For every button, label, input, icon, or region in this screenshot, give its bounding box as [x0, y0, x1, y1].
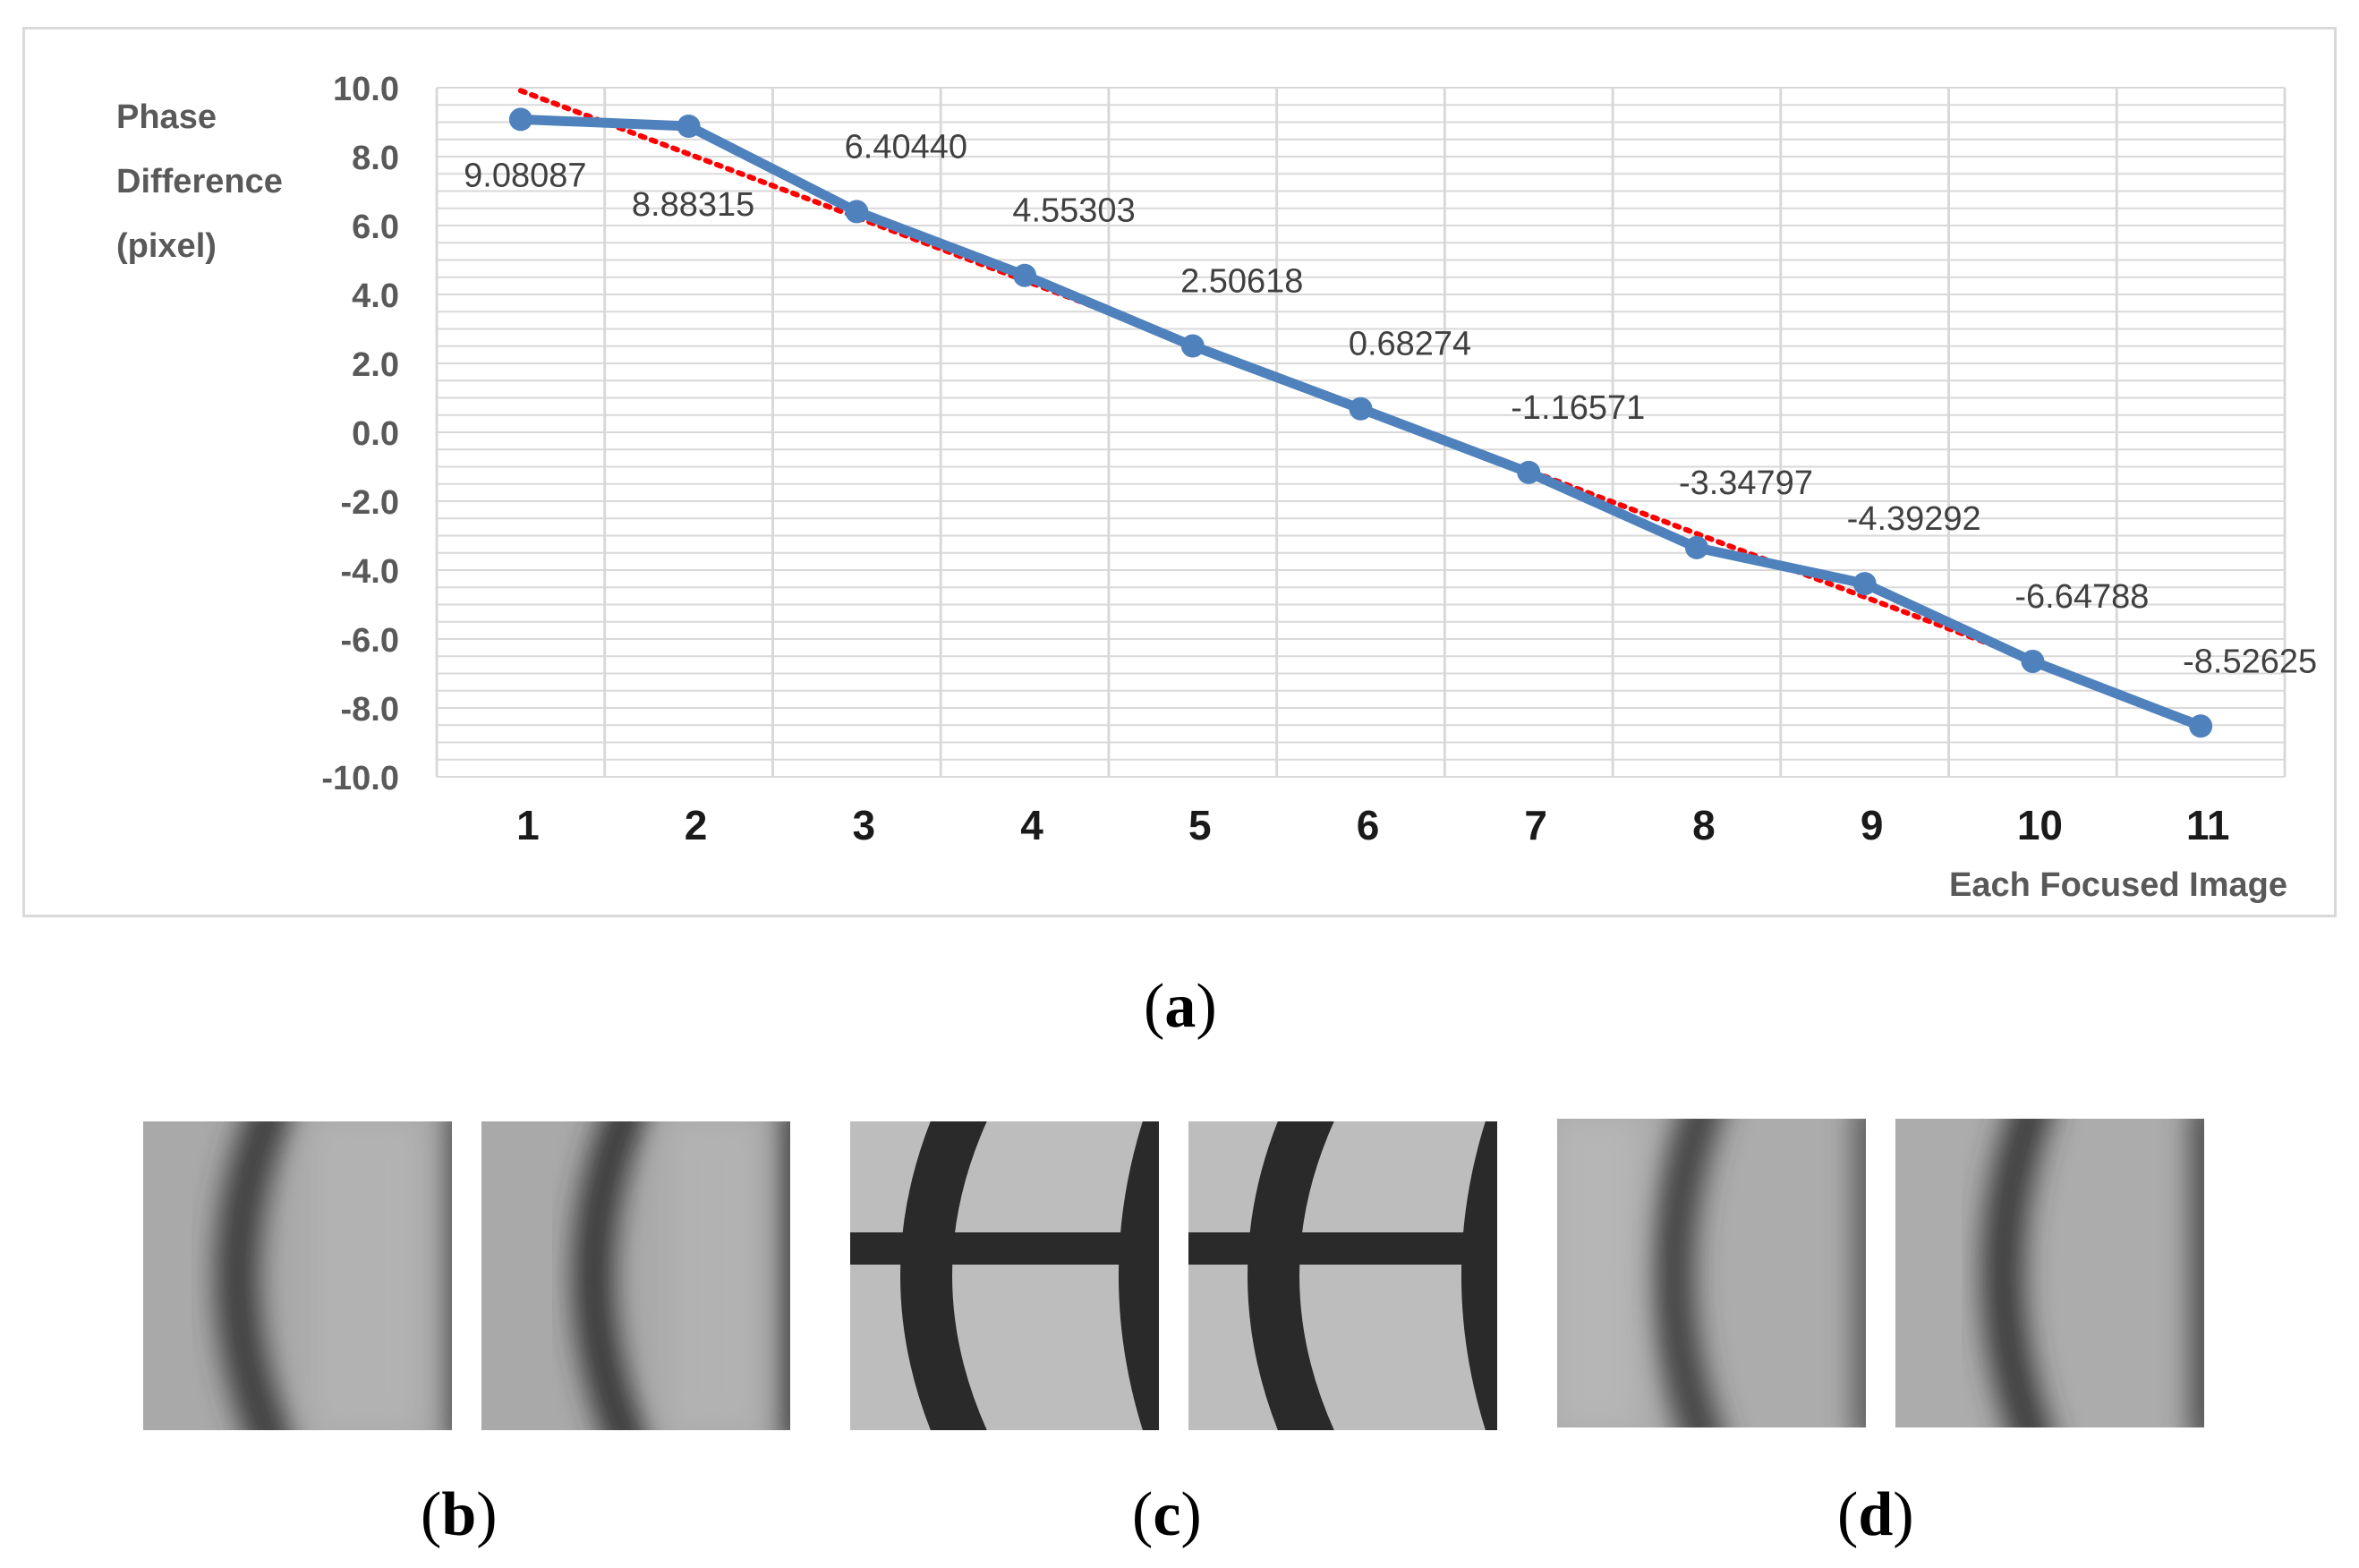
data-label: -4.39292 [1847, 500, 1981, 538]
y-tick-label: 4.0 [352, 277, 399, 315]
image-d-right [1895, 1119, 2204, 1427]
data-point [2189, 714, 2213, 738]
data-label: 4.55303 [1012, 192, 1135, 230]
data-point [1517, 460, 1541, 484]
y-tick-label: -6.0 [341, 622, 399, 660]
sharp-target-image [850, 1121, 1159, 1430]
data-label: -3.34797 [1679, 464, 1813, 502]
series-layer [508, 107, 2213, 738]
sharp-target-image [1188, 1121, 1497, 1430]
data-label: -6.64788 [2014, 578, 2149, 616]
data-point [1013, 263, 1037, 287]
data-point [508, 107, 532, 132]
data-labels: 9.08087 8.88315 6.40440 4.55303 2.50618 0.682… [464, 128, 2317, 680]
x-tick-label: 6 [1357, 802, 1380, 848]
y-axis-label-line: Phase [116, 98, 217, 136]
chart-container: 9.08087 8.88315 6.40440 4.55303 2.50618 0.682… [22, 27, 2337, 917]
panel-label-d: (d) [1837, 1480, 1914, 1549]
y-tick-label: 2.0 [352, 346, 399, 384]
y-tick-label: 6.0 [352, 209, 399, 246]
y-tick-label: 8.0 [352, 140, 399, 177]
blurred-arc-image [1557, 1119, 1866, 1427]
image-b-right [481, 1121, 790, 1430]
data-point [1684, 535, 1708, 559]
phase-difference-chart: 9.08087 8.88315 6.40440 4.55303 2.50618 0.682… [116, 71, 2317, 904]
axis-labels: 10.0 8.0 6.0 4.0 2.0 0.0 -2.0 -4.0 -6.0 -8.0 -10.0… [116, 71, 2287, 904]
y-tick-label: 10.0 [333, 71, 399, 108]
panel-label-a: (a) [1144, 972, 1217, 1041]
blurred-arc-image [143, 1121, 452, 1430]
x-tick-label: 9 [1861, 802, 1884, 848]
y-tick-label: -4.0 [341, 553, 399, 591]
x-axis-label: Each Focused Image [1949, 866, 2287, 904]
x-tick-label: 1 [516, 802, 540, 848]
data-label: 6.40440 [845, 128, 967, 166]
blurred-arc-image [1895, 1119, 2204, 1427]
x-tick-label: 2 [685, 802, 708, 848]
data-label: 8.88315 [632, 186, 754, 224]
y-axis-label-line: (pixel) [116, 227, 217, 265]
image-d-left [1557, 1119, 1866, 1427]
grid [435, 87, 2287, 778]
panel-label-c: (c) [1132, 1480, 1202, 1549]
image-c-left [850, 1121, 1159, 1430]
x-tick-label: 7 [1524, 802, 1547, 848]
x-tick-label: 4 [1020, 802, 1043, 848]
x-tick-label: 3 [853, 802, 876, 848]
x-tick-label: 8 [1692, 802, 1716, 848]
data-point [677, 114, 701, 138]
data-label: -8.52625 [2183, 643, 2317, 680]
data-label: 0.68274 [1349, 326, 1471, 363]
panel-label-b: (b) [421, 1480, 498, 1549]
data-point [1180, 334, 1205, 358]
y-tick-label: 0.0 [352, 415, 399, 453]
data-point [1349, 396, 1373, 421]
y-tick-label: -10.0 [321, 760, 399, 797]
data-label: 9.08087 [464, 157, 586, 194]
x-tick-label: 5 [1188, 802, 1212, 848]
data-point [2021, 649, 2045, 673]
y-axis-label-line: Difference [116, 163, 283, 200]
blurred-arc-image [481, 1121, 790, 1430]
data-label: -1.16571 [1511, 389, 1645, 427]
data-point [845, 200, 869, 224]
x-tick-label: 10 [2017, 802, 2063, 848]
data-point [1852, 572, 1877, 596]
y-tick-label: -8.0 [341, 691, 399, 729]
data-label: 2.50618 [1180, 263, 1303, 301]
image-b-left [143, 1121, 452, 1430]
y-tick-label: -2.0 [341, 484, 399, 522]
image-c-right [1188, 1121, 1497, 1430]
x-tick-label: 11 [2186, 802, 2230, 848]
